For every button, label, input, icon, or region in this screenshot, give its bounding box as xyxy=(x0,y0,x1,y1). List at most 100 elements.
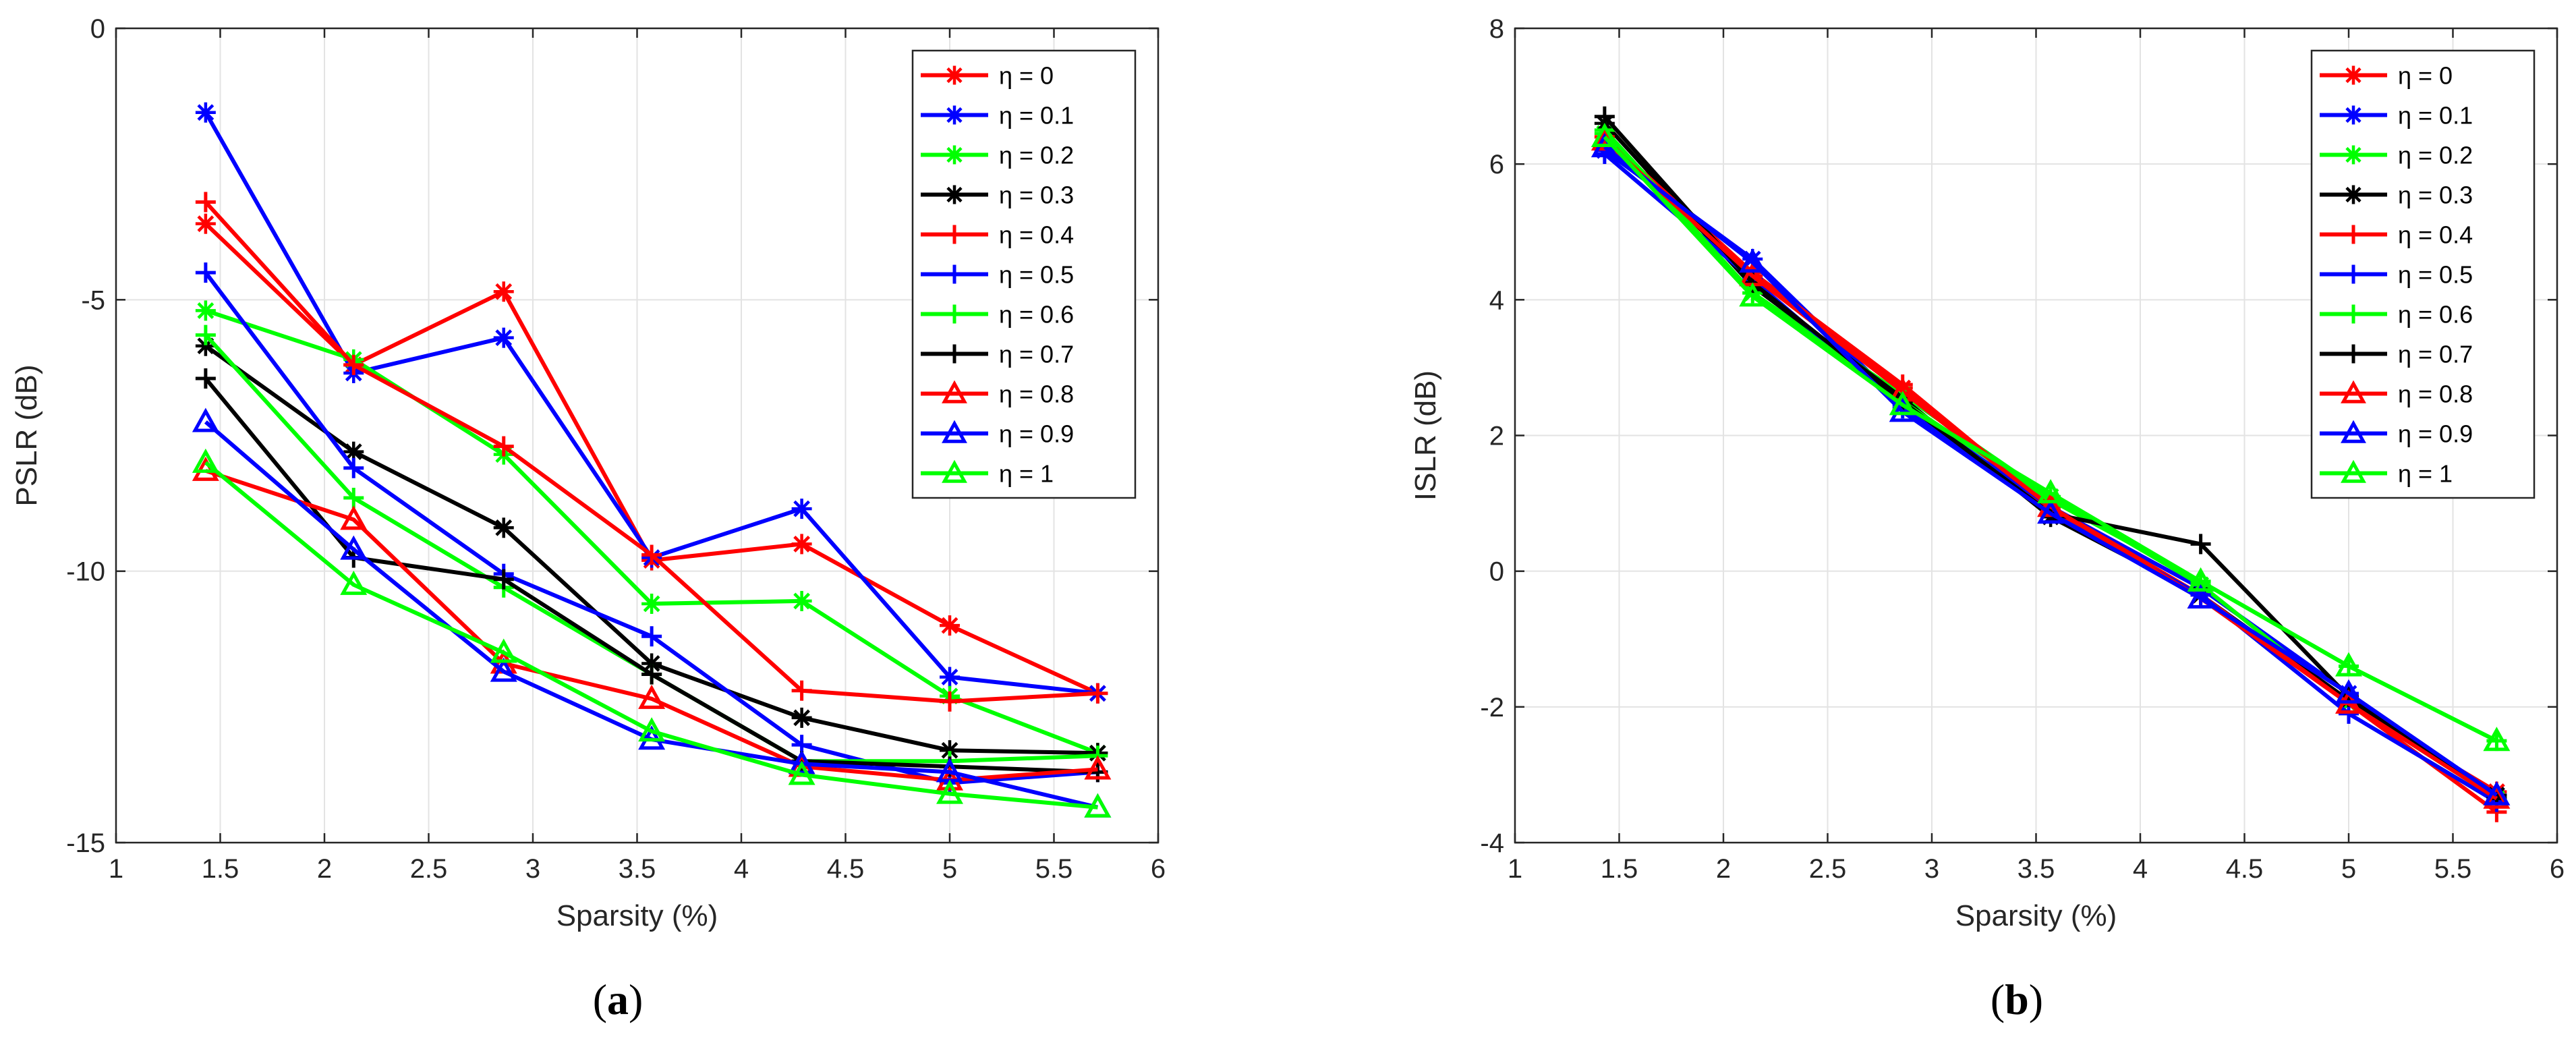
chart-0-data-point xyxy=(340,535,368,560)
chart-1-data-point xyxy=(2190,534,2211,555)
chart-0-x-tick-label: 3 xyxy=(525,854,540,884)
chart-0-series-10 xyxy=(192,448,1112,818)
chart-0-x-axis-label: Sparsity (%) xyxy=(556,899,718,932)
chart-0-legend-entry: η = 0.2 xyxy=(921,142,1074,169)
chart-0-data-point xyxy=(936,779,963,804)
chart-0-y-tick-label: -15 xyxy=(66,828,105,858)
chart-0-data-point xyxy=(493,517,514,538)
chart-0-y-axis-label: PSLR (dB) xyxy=(10,364,43,506)
chart-0-legend-marker xyxy=(945,344,964,364)
chart-0-data-point xyxy=(791,680,812,701)
chart-1-legend-entry: η = 0.3 xyxy=(2320,181,2473,209)
chart-0-legend-marker xyxy=(942,420,967,443)
chart-0-data-point xyxy=(791,707,812,728)
chart-1-y-tick-label: 6 xyxy=(1489,150,1504,179)
chart-0-data-point xyxy=(788,750,815,774)
chart-0-data-point xyxy=(940,615,960,636)
chart-1-legend-label: η = 0.5 xyxy=(2398,261,2473,289)
chart-0-legend-entry: η = 1 xyxy=(921,460,1054,488)
chart-0-x-tick-label: 5.5 xyxy=(1035,854,1073,884)
chart-1-data-point xyxy=(2335,652,2362,677)
chart-0-x-tick-label: 1.5 xyxy=(202,854,239,884)
chart-1-legend-entry: η = 0.1 xyxy=(2320,102,2473,130)
chart-0-data-point xyxy=(641,626,662,647)
chart-0-x-tick-label: 2 xyxy=(317,854,332,884)
chart-1-caption-paren-open: ( xyxy=(1991,976,2005,1023)
chart-0-data-point xyxy=(195,324,216,345)
chart-1-legend-marker xyxy=(2344,145,2363,165)
chart-1-data-point xyxy=(2483,781,2511,806)
chart-1-data-point xyxy=(1739,248,1767,273)
chart-1-x-tick-label: 2.5 xyxy=(1809,854,1847,884)
chart-0-data-point xyxy=(192,448,219,473)
chart-1-y-tick-label: 8 xyxy=(1489,14,1504,44)
chart-0-data-point xyxy=(340,570,368,595)
chart-1-legend-marker xyxy=(2344,344,2363,364)
chart-1-legend-entry: η = 0.7 xyxy=(2320,341,2473,368)
chart-1-legend-label: η = 0.7 xyxy=(2398,341,2473,368)
chart-1-legend-marker xyxy=(2344,225,2363,244)
chart-0-data-point xyxy=(343,457,364,478)
chart-1-legend-label: η = 1 xyxy=(2398,460,2453,488)
chart-1-data-point xyxy=(2037,479,2065,504)
chart-0-data-point xyxy=(788,760,815,785)
chart-1-legend-marker xyxy=(2344,65,2363,85)
chart-0-legend-entry: η = 0 xyxy=(921,62,1054,90)
chart-0-legend-label: η = 0.2 xyxy=(999,142,1074,169)
chart-0-data-point xyxy=(195,368,216,389)
chart-1-y-tick-label: -4 xyxy=(1480,828,1504,858)
chart-0-series-line xyxy=(204,461,1098,810)
chart-0-data-point xyxy=(791,499,812,519)
chart-0-data-point xyxy=(195,262,216,283)
chart-1-legend-label: η = 0.9 xyxy=(2398,420,2473,448)
chart-1-data-point xyxy=(2187,567,2214,592)
chart-0-y-tick-label: -10 xyxy=(66,557,105,587)
chart-0-y-tick-label: 0 xyxy=(90,14,105,44)
chart-1-x-tick-label: 5.5 xyxy=(2434,854,2472,884)
chart-1-x-tick-label: 4.5 xyxy=(2226,854,2264,884)
chart-0-legend-label: η = 0.9 xyxy=(999,420,1074,448)
chart-0-data-point xyxy=(940,691,960,712)
chart-0-legend-label: η = 0.7 xyxy=(999,341,1074,368)
chart-1-legend-label: η = 0 xyxy=(2398,62,2453,90)
chart-1-legend-entry: η = 0.2 xyxy=(2320,142,2473,169)
chart-1-y-axis-label: ISLR (dB) xyxy=(1409,370,1442,501)
chart-0-series-4 xyxy=(195,192,1108,712)
chart-0-legend-label: η = 1 xyxy=(999,460,1054,488)
chart-1-x-tick-label: 2 xyxy=(1716,854,1731,884)
chart-0-data-point xyxy=(490,638,517,663)
chart-0-legend-entry: η = 0.4 xyxy=(921,221,1074,249)
chart-1-x-tick-label: 6 xyxy=(2550,854,2565,884)
chart-0-x-tick-label: 1 xyxy=(109,854,123,884)
chart-0-panel-caption: (a) xyxy=(593,976,643,1023)
chart-0-data-point xyxy=(1084,793,1112,818)
chart-0-data-point xyxy=(343,441,364,462)
chart-0-legend-entry: η = 0.7 xyxy=(921,341,1074,368)
chart-0-legend-entry: η = 0.6 xyxy=(921,301,1074,329)
chart-1-data-point xyxy=(2335,679,2362,704)
chart-0-legend-marker xyxy=(945,145,964,165)
chart-0-y-tick-label: -5 xyxy=(81,285,105,315)
chart-1-legend-entry: η = 0.4 xyxy=(2320,221,2473,249)
chart-1-legend-entry: η = 0.9 xyxy=(2320,420,2473,448)
chart-0-legend-marker xyxy=(945,264,964,284)
chart-1-legend: η = 0 η = 0.1 η = 0.2 η = 0.3 η = 0.4 η = 0.5… xyxy=(2310,49,2536,499)
chart-1-legend-entry: η = 0.6 xyxy=(2320,301,2473,329)
chart-1-y-tick-label: -2 xyxy=(1480,693,1504,723)
chart-1-series-10 xyxy=(1591,123,2511,752)
chart-1-legend-marker xyxy=(2344,304,2363,324)
chart-1-legend-label: η = 0.3 xyxy=(2398,181,2473,209)
chart-1-data-point xyxy=(2037,499,2065,524)
chart-0-x-tick-label: 4 xyxy=(734,854,749,884)
chart-1-panel-caption: (b) xyxy=(1991,976,2043,1023)
chart-1-legend-marker xyxy=(2344,185,2363,204)
chart-0-data-point xyxy=(1084,755,1112,780)
chart-1-data-point xyxy=(1591,123,1618,148)
chart-0-data-point xyxy=(195,213,216,234)
chart-1-data-point xyxy=(1739,282,1767,307)
chart-1-data-point xyxy=(1889,397,1916,422)
chart-1-x-tick-label: 1 xyxy=(1508,854,1522,884)
chart-1-caption-paren-close: ) xyxy=(2029,976,2043,1023)
chart-0-data-point xyxy=(343,354,364,375)
chart-0-data-point xyxy=(493,327,514,348)
